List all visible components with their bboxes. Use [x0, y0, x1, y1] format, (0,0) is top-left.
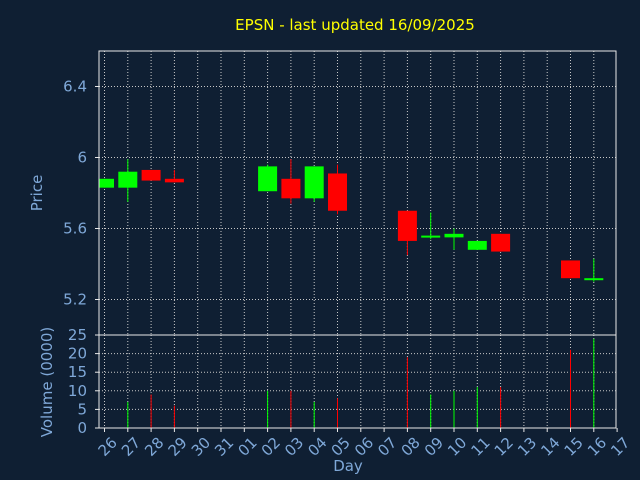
candle-body — [99, 178, 114, 188]
candle-body — [118, 171, 138, 188]
price-grid — [99, 51, 616, 335]
candle-body — [141, 169, 161, 181]
price-axis-ticks: 5.2 5.6 6 6.4 — [63, 78, 99, 309]
volume-tick-label: 15 — [68, 363, 87, 381]
chart-title: EPSN - last updated 16/09/2025 — [235, 16, 475, 34]
volume-bars — [127, 338, 595, 428]
day-axis-ticks: 2627282930310102030405060708091011121314… — [95, 428, 633, 460]
candle-body — [444, 233, 464, 238]
volume-axis-label: Volume (0000) — [38, 327, 56, 437]
day-tick-label: 17 — [607, 434, 633, 460]
price-axis-label: Price — [28, 175, 46, 212]
price-tick-label: 5.2 — [63, 291, 87, 309]
candle-body — [491, 233, 511, 252]
volume-tick-label: 20 — [68, 345, 87, 363]
volume-tick-label: 25 — [68, 326, 87, 344]
candle-body — [421, 235, 441, 238]
volume-grid — [99, 335, 616, 428]
price-tick-label: 6 — [77, 149, 87, 167]
price-tick-label: 6.4 — [63, 78, 87, 96]
candle-body — [584, 278, 604, 281]
volume-tick-label: 0 — [77, 419, 87, 437]
price-candles — [99, 159, 604, 282]
price-panel-frame — [98, 50, 617, 336]
volume-panel-frame — [98, 334, 617, 429]
volume-tick-label: 5 — [77, 400, 87, 418]
candle-body — [397, 210, 417, 241]
candle-body — [328, 173, 347, 211]
price-tick-label: 5.6 — [63, 220, 87, 238]
day-axis-label: Day — [333, 457, 363, 475]
volume-tick-label: 10 — [68, 382, 87, 400]
candle-body — [304, 166, 324, 199]
candle-body — [258, 166, 278, 192]
candle-body — [164, 178, 184, 183]
candle-body — [281, 178, 301, 199]
candle-body — [467, 240, 487, 250]
candle-body — [561, 260, 580, 279]
